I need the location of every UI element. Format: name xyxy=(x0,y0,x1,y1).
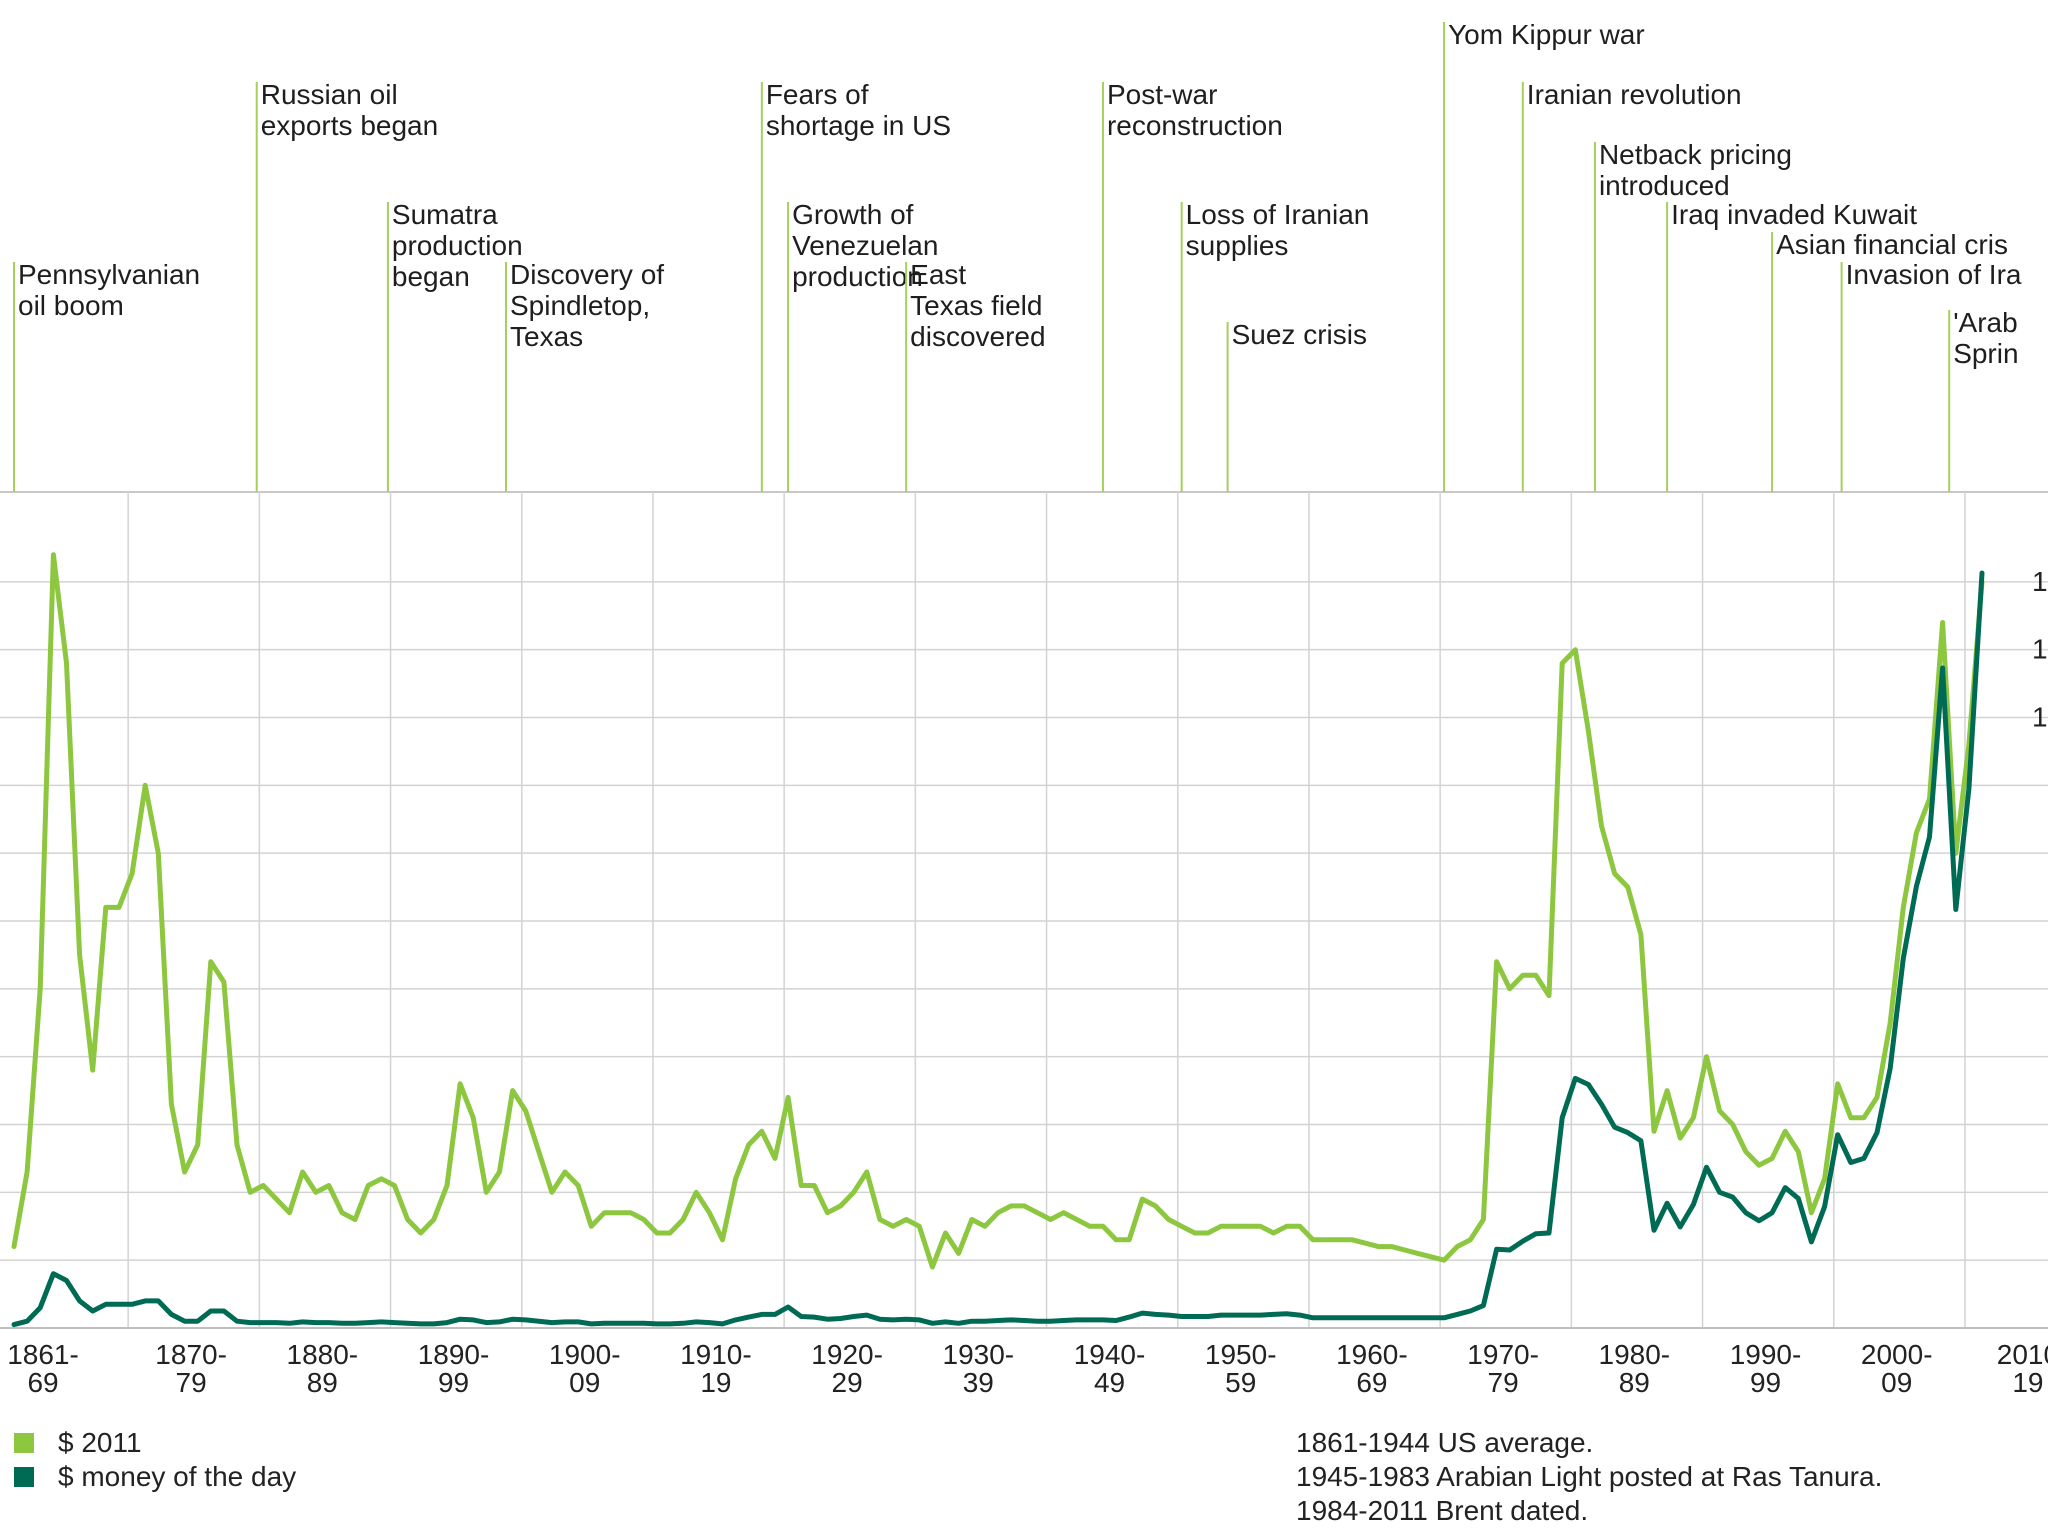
annotation-text: Texas field xyxy=(910,290,1042,321)
x-tick-label: 1910- xyxy=(680,1339,752,1370)
legend: $ 2011 $ money of the day xyxy=(14,1426,296,1494)
legend-swatch-money-of-day xyxy=(14,1467,34,1487)
note-line: 1861-1944 US average. xyxy=(1296,1427,1594,1458)
x-tick-label: 1960- xyxy=(1336,1339,1408,1370)
series-lines xyxy=(11,552,1985,1328)
x-tick-label: 1970- xyxy=(1467,1339,1539,1370)
annotation-text: Sprin xyxy=(1953,338,2018,369)
annotation-text: supplies xyxy=(1186,230,1289,261)
x-tick-label: 1890- xyxy=(418,1339,490,1370)
x-tick-label: 89 xyxy=(307,1367,338,1398)
x-tick-label: 1990- xyxy=(1730,1339,1802,1370)
annotation-text: discovered xyxy=(910,321,1045,352)
x-tick-label: 09 xyxy=(1881,1367,1912,1398)
annotation-text: Iraq invaded Kuwait xyxy=(1671,199,1917,230)
annotation-text: reconstruction xyxy=(1107,110,1283,141)
x-tick-label: 19 xyxy=(2012,1367,2043,1398)
annotation-text: Russian oil xyxy=(261,79,398,110)
legend-label-2011: $ 2011 xyxy=(58,1427,142,1458)
legend-item-2011: $ 2011 xyxy=(14,1426,296,1460)
annotation-text: Venezuelan xyxy=(792,230,938,261)
x-tick-label: 79 xyxy=(1488,1367,1519,1398)
x-tick-label: 1940- xyxy=(1074,1339,1146,1370)
x-tick-label: 49 xyxy=(1094,1367,1125,1398)
annotation-text: exports began xyxy=(261,110,438,141)
x-tick-label: 29 xyxy=(832,1367,863,1398)
legend-swatch-2011 xyxy=(14,1433,34,1453)
annotation-text: production xyxy=(392,230,523,261)
annotation-text: Spindletop, xyxy=(510,290,650,321)
x-tick-label: 69 xyxy=(27,1367,58,1398)
x-tick-label: 99 xyxy=(438,1367,469,1398)
grid xyxy=(0,491,2048,1329)
x-tick-label: 99 xyxy=(1750,1367,1781,1398)
annotation-text: introduced xyxy=(1599,170,1730,201)
annotation-text: began xyxy=(392,261,470,292)
annotation-text: Asian financial cris xyxy=(1776,229,2008,260)
annotation-text: Loss of Iranian xyxy=(1186,199,1370,230)
annotation-text: Pennsylvanian xyxy=(18,259,200,290)
x-tick-label: 2010 xyxy=(1997,1339,2048,1370)
annotation-text: Sumatra xyxy=(392,199,498,230)
annotation-text: Iranian revolution xyxy=(1527,79,1742,110)
annotation-text: 'Arab xyxy=(1953,307,2018,338)
y-axis-ticks: 1 1 1 xyxy=(2032,566,2048,733)
annotation-text: Discovery of xyxy=(510,259,664,290)
x-tick-label: 2000- xyxy=(1861,1339,1933,1370)
x-tick-label: 1950- xyxy=(1205,1339,1277,1370)
note-line: 1984-2011 Brent dated. xyxy=(1296,1495,1589,1526)
x-tick-label: 59 xyxy=(1225,1367,1256,1398)
annotation-text: Netback pricing xyxy=(1599,139,1792,170)
annotation-text: Invasion of Ira xyxy=(1846,259,2022,290)
x-axis-ticks: 1861-691870-791880-891890-991900-091910-… xyxy=(7,1339,2048,1398)
x-tick-label: 1930- xyxy=(943,1339,1015,1370)
y-tick-label: 1 xyxy=(2032,702,2048,733)
series-line-money-of-the-day xyxy=(11,570,1985,1328)
x-tick-label: 69 xyxy=(1356,1367,1387,1398)
y-tick-label: 1 xyxy=(2032,634,2048,665)
annotation-text: shortage in US xyxy=(766,110,951,141)
annotation-text: East xyxy=(910,259,966,290)
annotation-text: Growth of xyxy=(792,199,914,230)
x-tick-label: 39 xyxy=(963,1367,994,1398)
x-tick-label: 1880- xyxy=(287,1339,359,1370)
source-notes: 1861-1944 US average. 1945-1983 Arabian … xyxy=(1296,1426,1882,1528)
x-tick-label: 1920- xyxy=(811,1339,883,1370)
annotation-text: Yom Kippur war xyxy=(1448,19,1645,50)
x-tick-label: 1900- xyxy=(549,1339,621,1370)
x-tick-label: 89 xyxy=(1619,1367,1650,1398)
annotation-text: production xyxy=(792,261,923,292)
x-tick-label: 79 xyxy=(176,1367,207,1398)
y-tick-label: 1 xyxy=(2032,566,2048,597)
annotation-text: Texas xyxy=(510,321,583,352)
x-tick-label: 1980- xyxy=(1599,1339,1671,1370)
annotation-text: Fears of xyxy=(766,79,869,110)
annotation-text: oil boom xyxy=(18,290,124,321)
annotation-text: Suez crisis xyxy=(1232,319,1367,350)
series-line-2011-dollars xyxy=(11,552,1985,1270)
x-tick-label: 1870- xyxy=(155,1339,227,1370)
x-tick-label: 1861- xyxy=(7,1339,79,1370)
note-line: 1945-1983 Arabian Light posted at Ras Ta… xyxy=(1296,1461,1883,1492)
annotation-text: Post-war xyxy=(1107,79,1217,110)
legend-item-money-of-day: $ money of the day xyxy=(14,1460,296,1494)
x-tick-label: 09 xyxy=(569,1367,600,1398)
x-tick-label: 19 xyxy=(700,1367,731,1398)
legend-label-money-of-day: $ money of the day xyxy=(58,1461,297,1492)
